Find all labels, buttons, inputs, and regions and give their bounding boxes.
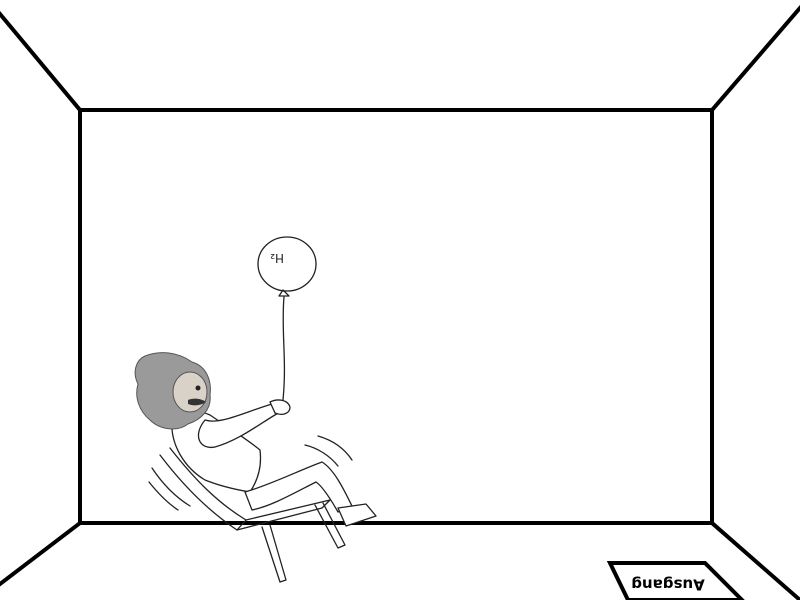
- exit-sign-text: Ausgang: [631, 576, 705, 594]
- ceiling-edge-right: [709, 5, 800, 113]
- figure-shoe: [337, 503, 377, 527]
- balloon: H₂: [257, 236, 317, 401]
- chair-leg-1: [261, 524, 287, 583]
- figure-legs: [244, 461, 353, 513]
- chair-back: [159, 454, 238, 531]
- figure-face: [172, 371, 208, 413]
- floor-edge-left: [0, 520, 83, 587]
- figure-torso: [171, 410, 262, 493]
- chair: [148, 435, 353, 583]
- seated-figure: [134, 352, 377, 527]
- balloon-string: [282, 296, 286, 401]
- chair-leg-2: [314, 502, 346, 549]
- chair-back-inner: [169, 447, 247, 521]
- balloon-body: [257, 236, 317, 292]
- chair-seat: [236, 499, 331, 531]
- figure-mustache: [188, 398, 206, 406]
- figure-eye: [195, 385, 201, 391]
- figure-hand: [269, 399, 291, 415]
- figure-head: [134, 352, 211, 430]
- balloon-knot: [278, 289, 290, 297]
- floor-edge-right: [709, 520, 800, 600]
- rock-motion-left: [151, 467, 191, 507]
- balloon-label: H₂: [270, 251, 284, 265]
- rock-motion-right: [317, 435, 353, 461]
- rock-motion-left-2: [148, 481, 179, 511]
- back-wall: [78, 108, 714, 525]
- exit-sign: Ausgang: [606, 561, 745, 600]
- exit-sign-border: [606, 561, 745, 600]
- room: [0, 5, 800, 600]
- rock-motion-right-2: [304, 444, 339, 467]
- figure-arm: [197, 403, 281, 449]
- ceiling-edge-left: [0, 11, 83, 113]
